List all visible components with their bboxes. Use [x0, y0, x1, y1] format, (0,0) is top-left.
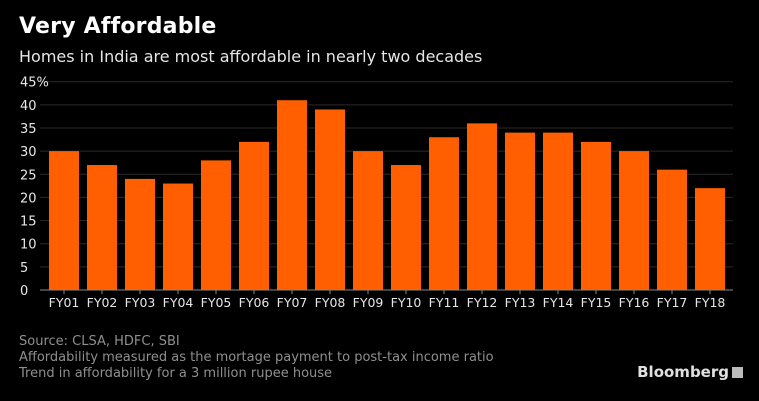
- bar-fy06: [239, 141, 269, 290]
- chart-title: Very Affordable: [19, 14, 217, 39]
- x-tick-label: FY14: [543, 295, 574, 310]
- x-tick-label: FY10: [391, 295, 422, 310]
- bloomberg-logo: Bloomberg: [637, 363, 743, 381]
- y-tick-label: 10: [20, 238, 37, 253]
- bar-fy14: [543, 132, 573, 290]
- trend-note: Trend in affordability for a 3 million r…: [19, 366, 333, 381]
- bar-fy12: [467, 123, 497, 290]
- x-tick-label: FY07: [277, 295, 308, 310]
- x-tick-label: FY11: [429, 295, 460, 310]
- x-tick-label: FY12: [467, 295, 498, 310]
- bar-fy07: [277, 100, 307, 291]
- bar-fy15: [581, 141, 611, 290]
- x-tick-label: FY18: [695, 295, 726, 310]
- bar-fy10: [391, 165, 421, 290]
- y-tick-label: 20: [20, 191, 37, 206]
- y-tick-label: 30: [20, 145, 37, 160]
- methodology-note: Affordability measured as the mortage pa…: [19, 350, 494, 365]
- x-tick-label: FY16: [619, 295, 650, 310]
- y-tick-label: 25: [20, 168, 37, 183]
- x-tick-label: FY13: [505, 295, 536, 310]
- bar-fy01: [49, 151, 79, 290]
- x-tick-label: FY04: [163, 295, 194, 310]
- x-tick-label: FY06: [239, 295, 270, 310]
- bar-fy13: [505, 132, 535, 290]
- y-tick-label: 35: [20, 122, 37, 137]
- bar-fy02: [87, 165, 117, 290]
- bar-fy09: [353, 151, 383, 290]
- y-tick-label: 40: [20, 99, 37, 114]
- x-tick-label: FY02: [87, 295, 118, 310]
- bar-fy11: [429, 137, 459, 290]
- bar-fy08: [315, 109, 345, 291]
- x-tick-label: FY15: [581, 295, 612, 310]
- x-tick-label: FY17: [657, 295, 688, 310]
- bar-fy17: [657, 169, 687, 290]
- x-tick-label: FY03: [125, 295, 156, 310]
- chart-subtitle: Homes in India are most affordable in ne…: [19, 47, 483, 66]
- bar-fy04: [163, 183, 193, 290]
- x-tick-label: FY05: [201, 295, 232, 310]
- y-tick-label: 0: [20, 284, 28, 299]
- x-tick-label: FY01: [49, 295, 80, 310]
- bar-fy03: [125, 178, 155, 290]
- x-tick-label: FY08: [315, 295, 346, 310]
- bar-fy05: [201, 160, 231, 290]
- x-tick-label: FY09: [353, 295, 384, 310]
- y-tick-label: 45%: [20, 76, 49, 91]
- bar-fy18: [695, 188, 725, 290]
- y-tick-label: 5: [20, 261, 28, 276]
- brand-text: Bloomberg: [637, 363, 729, 381]
- source-note: Source: CLSA, HDFC, SBI: [19, 334, 180, 349]
- y-tick-label: 15: [20, 215, 37, 230]
- bar-fy16: [619, 151, 649, 290]
- bloomberg-logo-icon: [732, 367, 743, 378]
